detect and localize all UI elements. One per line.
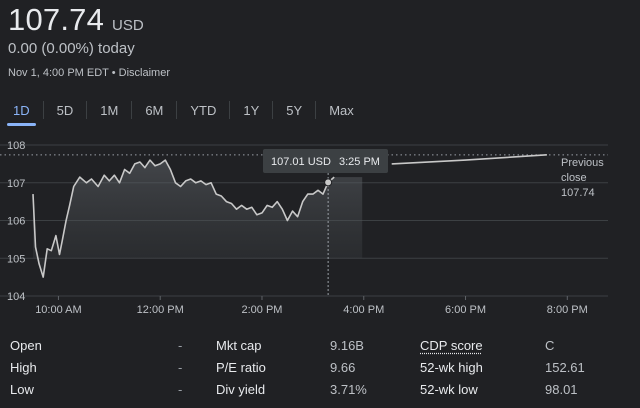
tooltip-time: 3:25 PM: [339, 156, 380, 168]
tab-1y[interactable]: 1Y: [243, 102, 260, 118]
previous-close-label: Previous close 107.74: [561, 157, 604, 199]
tab-separator: [131, 101, 133, 119]
stat-label: High: [10, 360, 37, 375]
range-tabs: 1D 5D 1M 6M YTD 1Y 5Y Max: [0, 96, 367, 126]
disclaimer-link[interactable]: Disclaimer: [118, 67, 170, 79]
tab-6m[interactable]: 6M: [145, 102, 164, 118]
after-hours-line: [391, 154, 547, 165]
stat-value: 152.61: [545, 360, 585, 375]
y-tick-label: 108: [7, 140, 25, 152]
x-tick-label: 8:00 PM: [547, 304, 588, 316]
quote-timestamp: Nov 1, 4:00 PM EDT: [8, 67, 109, 79]
price-line: [32, 159, 335, 278]
tab-max[interactable]: Max: [329, 102, 354, 118]
stat-label: Open: [10, 338, 42, 353]
stat-value: C: [545, 338, 555, 353]
stat-value: 98.01: [545, 382, 578, 397]
stat-value: -: [178, 338, 183, 353]
x-tick-label: 2:00 PM: [241, 304, 282, 316]
y-tick-label: 107: [7, 178, 25, 190]
tab-1d[interactable]: 1D: [0, 96, 43, 126]
stat-value: -: [178, 382, 183, 397]
quote-meta: Nov 1, 4:00 PM EDT • Disclaimer: [8, 67, 170, 79]
x-tick-label: 6:00 PM: [445, 304, 486, 316]
tab-separator: [229, 101, 231, 119]
tab-separator: [272, 101, 274, 119]
stat-label: 52-wk low: [420, 382, 478, 397]
stat-value: -: [178, 360, 183, 375]
y-tick-label: 104: [7, 291, 25, 303]
prev-close-line2: close: [561, 172, 587, 184]
price-chart[interactable]: 108 107 106 105 104 107.01 USD 3:25 PM Previ…: [0, 130, 640, 320]
x-tick-label: 12:00 PM: [137, 304, 184, 316]
tab-separator: [86, 101, 88, 119]
meta-separator: •: [108, 67, 119, 79]
stat-value: 3.71%: [330, 382, 367, 397]
stat-row: Open - Mkt cap 9.16B CDP score C: [0, 334, 640, 356]
y-tick-label: 105: [7, 253, 25, 265]
tab-separator: [176, 101, 178, 119]
cdp-score-link[interactable]: CDP score: [420, 338, 483, 353]
y-axis-labels: 108 107 106 105 104: [7, 140, 25, 303]
prev-close-value: 107.74: [561, 187, 595, 199]
x-tick-label: 10:00 AM: [35, 304, 81, 316]
tab-ytd[interactable]: YTD: [190, 102, 217, 118]
stat-value: 9.16B: [330, 338, 364, 353]
stat-label: 52-wk high: [420, 360, 483, 375]
hover-point: [324, 178, 333, 187]
x-axis-labels: 10:00 AM 12:00 PM 2:00 PM 4:00 PM 6:00 PM 8:0…: [35, 296, 588, 316]
stat-row: High - P/E ratio 9.66 52-wk high 152.61: [0, 356, 640, 378]
key-stats: Open - Mkt cap 9.16B CDP score C High - P/E rati…: [0, 334, 640, 400]
stat-label: Div yield: [216, 382, 266, 397]
tab-1m[interactable]: 1M: [100, 102, 119, 118]
x-tick-label: 4:00 PM: [343, 304, 384, 316]
tab-5y[interactable]: 5Y: [286, 102, 303, 118]
stat-label: Low: [10, 382, 34, 397]
stat-label: Mkt cap: [216, 338, 262, 353]
price-area: [33, 160, 363, 278]
hover-tooltip: 107.01 USD 3:25 PM: [263, 149, 388, 173]
tab-5d[interactable]: 5D: [56, 102, 74, 118]
tab-separator: [315, 101, 317, 119]
tooltip-price: 107.01 USD: [271, 156, 331, 168]
stat-value: 9.66: [330, 360, 356, 375]
currency-label: USD: [112, 17, 144, 34]
y-tick-label: 106: [7, 216, 25, 228]
stat-label: P/E ratio: [216, 360, 266, 375]
price-change: 0.00 (0.00%) today: [8, 40, 135, 57]
prev-close-line1: Previous: [561, 157, 604, 169]
price-header: 107.74 USD: [8, 2, 144, 38]
tab-separator: [42, 101, 44, 119]
current-price: 107.74: [8, 2, 105, 37]
stat-row: Low - Div yield 3.71% 52-wk low 98.01: [0, 378, 640, 400]
